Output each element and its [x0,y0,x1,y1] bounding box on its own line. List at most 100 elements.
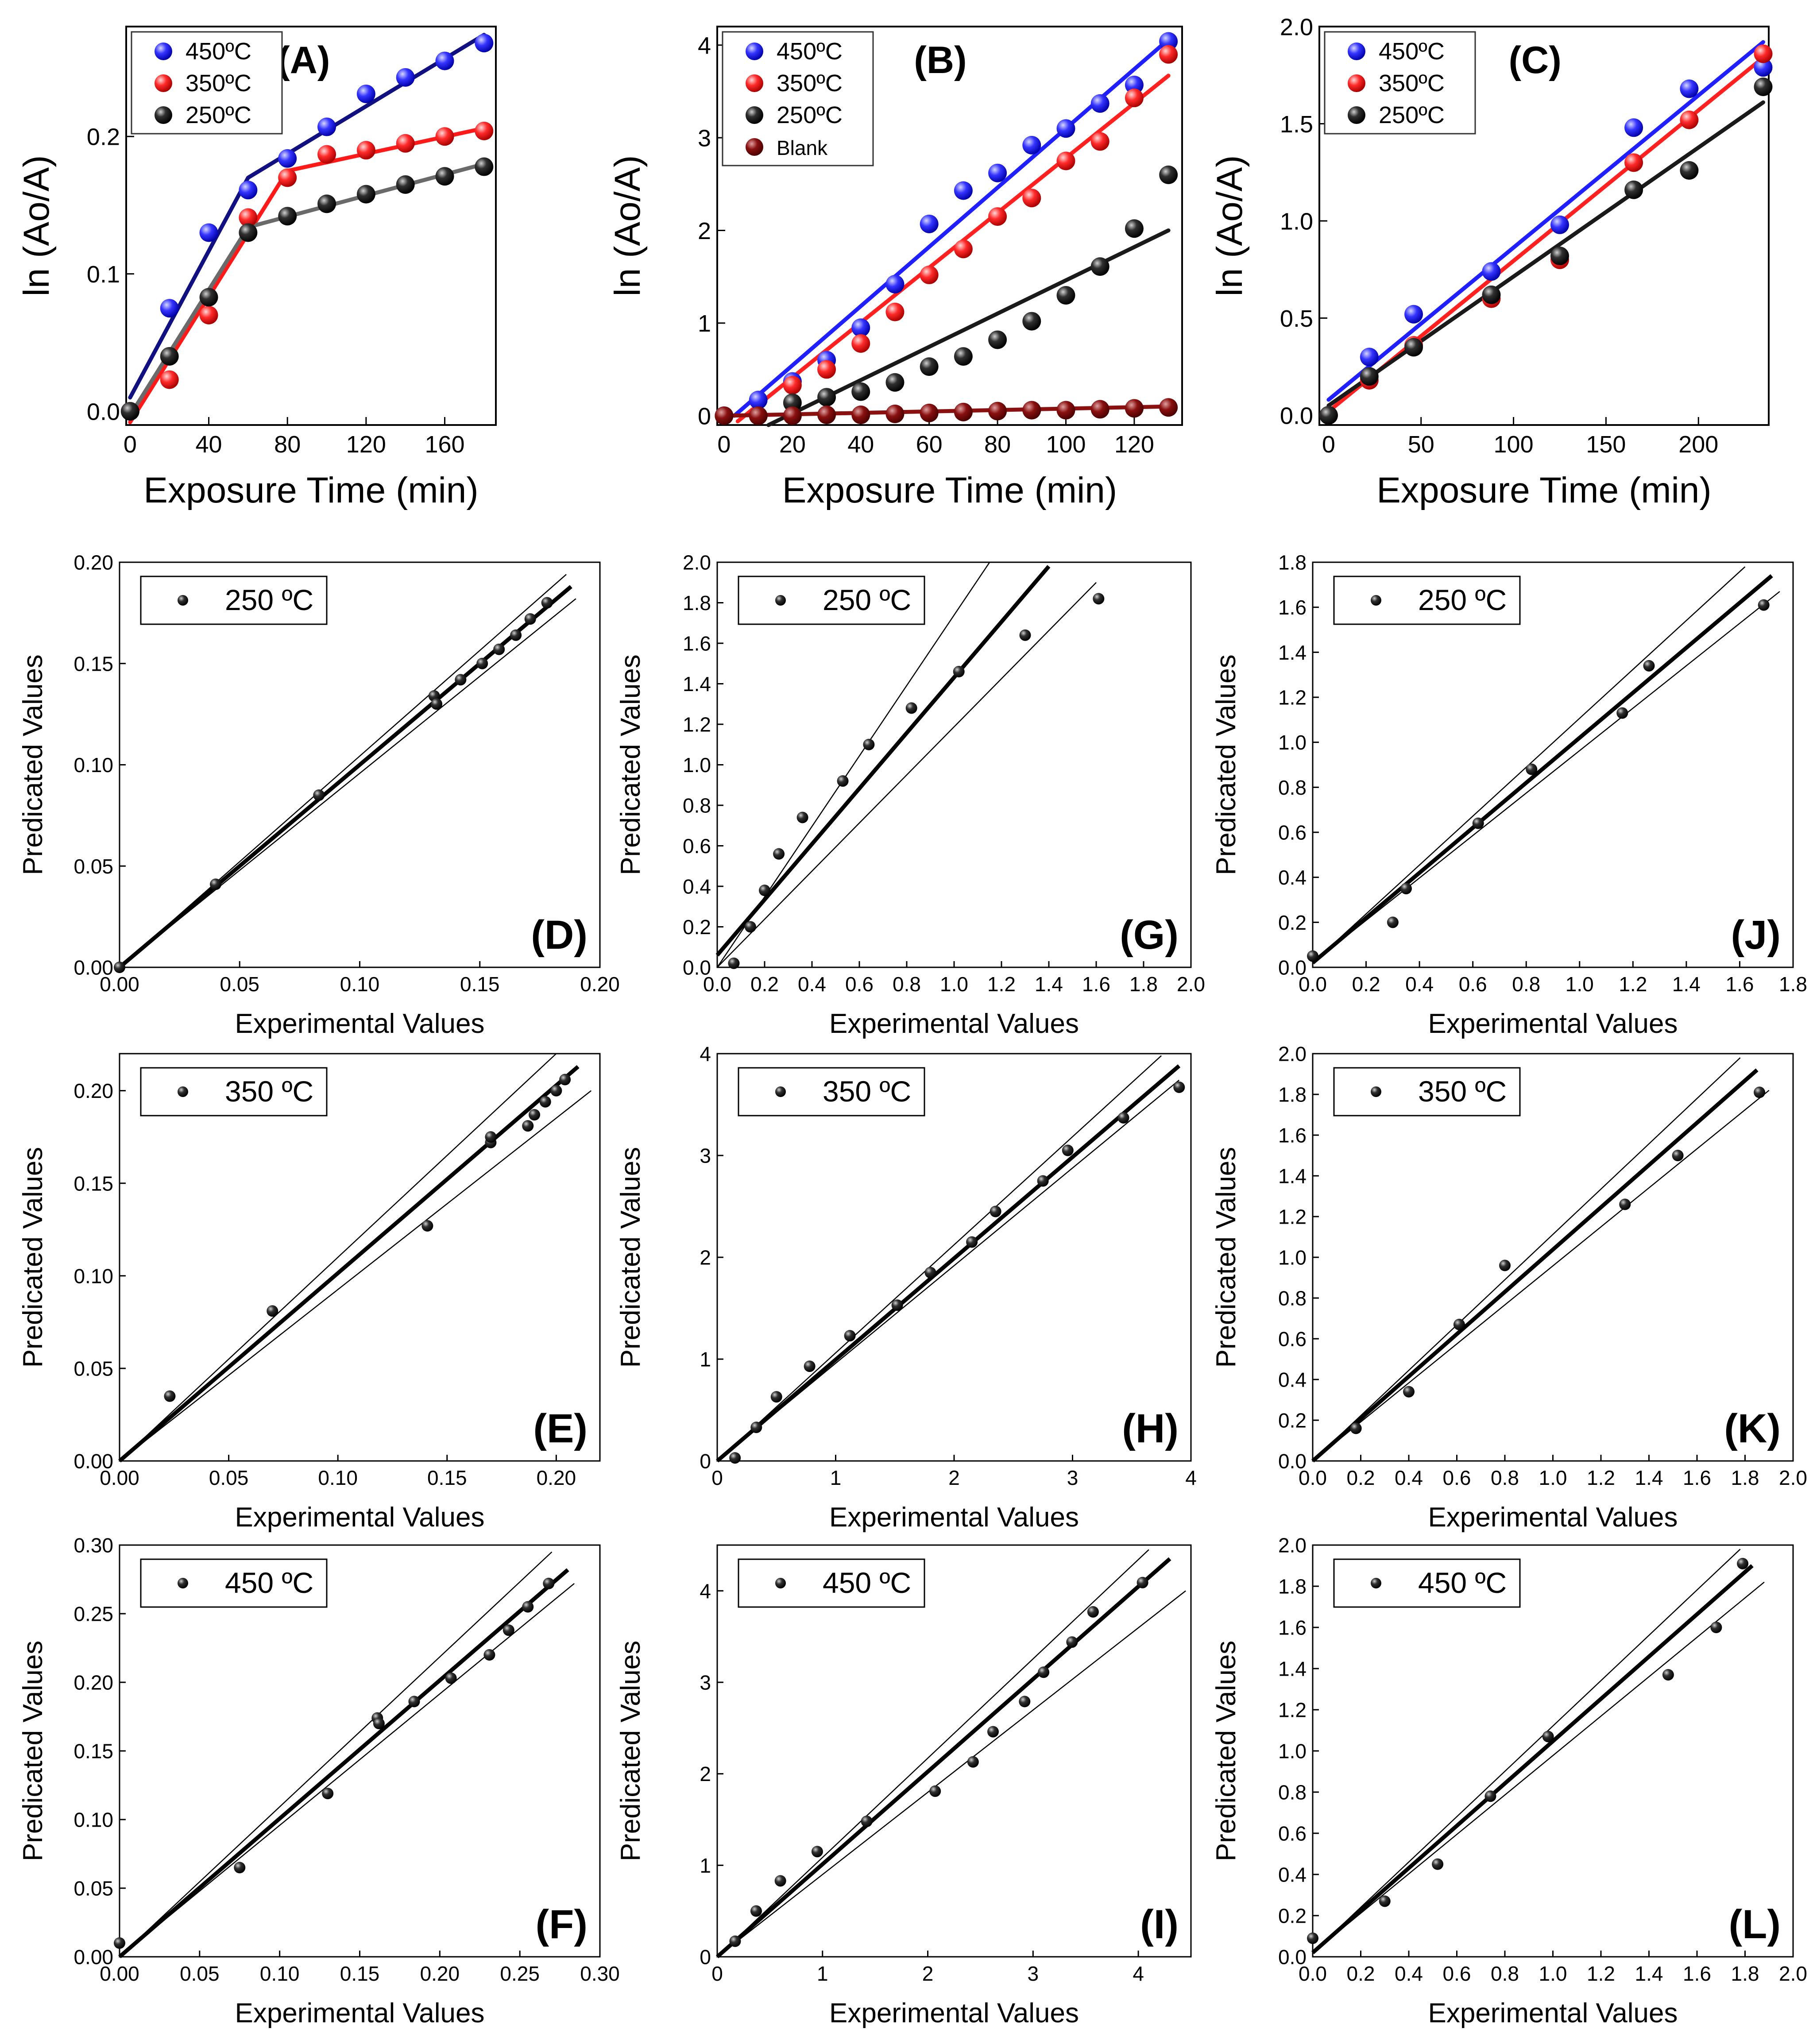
data-point-450c [1159,32,1178,51]
data-point [1379,1895,1391,1907]
y-tick-label: 0.8 [1278,1287,1307,1310]
data-point-350c [954,240,973,259]
data-point-450c [885,274,905,294]
y-tick-label: 1.0 [1280,208,1313,235]
data-point-blank [920,403,939,422]
data-point [1616,707,1628,719]
chart-panel-k: 0.0 0.2 0.4 0.6 0.8 1.0 1.2 1.4 1.6 1.8 2.0 0.0 0.2 0… [1211,1043,1807,1533]
data-point [543,1577,555,1589]
legend-marker [746,74,763,92]
data-point-450c [1550,215,1569,234]
confidence-bound-line [1312,591,1780,963]
x-tick-label: 1.6 [1725,973,1754,996]
x-tick-label: 120 [1114,431,1154,458]
data-point-250c [1404,338,1423,357]
data-point [1672,1150,1684,1161]
x-tick-label: 1 [830,1466,842,1489]
data-point-350c [783,376,802,394]
y-axis-label: ln (Ao/A) [16,155,57,297]
y-tick-label: 0.20 [73,1079,113,1102]
data-point-250c [239,223,258,242]
data-point-250c [920,357,939,376]
legend-label: 250 ºC [1418,583,1507,616]
data-point-250c [435,167,454,186]
legend-marker [1371,595,1381,606]
panel-label: (K) [1724,1406,1781,1451]
y-tick-label: 0.8 [1278,776,1307,799]
x-tick-label: 160 [425,431,464,458]
data-point [455,674,467,686]
x-tick-label: 40 [196,431,222,458]
y-tick-label: 0.5 [1280,305,1313,332]
panel-label: (E) [533,1406,588,1451]
data-point-250c [199,288,218,307]
y-tick-label: 0.4 [1278,866,1307,889]
x-tick-label: 0.0 [1299,1466,1327,1489]
y-axis-label: Predicated Values [615,1147,646,1368]
data-point-350c [1022,189,1041,208]
panel-label: (A) [277,39,330,81]
data-point [1307,1932,1318,1944]
data-point-250c [1022,312,1041,331]
legend-marker [746,43,763,60]
y-tick-label: 0.2 [1278,911,1307,934]
x-tick-label: 0.2 [1347,1466,1375,1489]
data-point [522,1120,534,1132]
x-axis-label: Experimental Values [1428,1998,1678,2029]
y-tick-label: 1.4 [683,672,711,696]
data-point [1037,1175,1049,1187]
x-tick-label: 0.2 [1352,973,1380,996]
y-tick-label: 3 [700,1671,711,1694]
legend-label: 450 ºC [225,1566,313,1599]
x-tick-label: 20 [779,431,806,458]
fit-line-450c [1326,40,1765,402]
y-tick-label: 1.2 [1278,686,1307,709]
data-point [408,1696,420,1708]
data-point-250c [1159,165,1178,184]
y-tick-label: 0.05 [73,1357,113,1380]
y-tick-label: 1.0 [1278,1246,1307,1269]
chart-panel-g: 0.0 0.2 0.4 0.6 0.8 1.0 1.2 1.4 1.6 1.8 2.0 0.0 0.2 0… [615,551,1205,1039]
x-tick-label: 1.4 [1035,973,1063,996]
legend-marker [775,595,786,606]
confidence-bound-line [1312,1090,1770,1461]
y-tick-label: 0.20 [73,551,113,574]
x-axis-label: Experimental Values [1428,1008,1678,1039]
data-point [421,1220,433,1232]
data-point-350c [278,168,297,187]
y-tick-label: 0.4 [683,875,711,898]
data-point-blank [1159,398,1178,417]
data-point [1484,1790,1496,1802]
legend-label: 450ºC [186,38,251,65]
chart-panel-h: 0 1 2 3 4 0 1 2 3 4 Experimental Values Predicated … [615,1043,1197,1533]
x-tick-label: 0.20 [420,1962,460,1985]
data-point [929,1785,941,1797]
confidence-bound-line [717,1590,1186,1957]
x-tick-label: 0.15 [460,973,500,996]
data-point [863,738,875,750]
regression-fit-line [1311,1564,1754,1955]
y-tick-label: 2 [700,1762,711,1785]
y-tick-label: 0.4 [1278,1368,1307,1391]
plot-frame [1312,561,1794,968]
data-point [837,775,849,787]
y-tick-label: 1.4 [1278,1658,1307,1681]
data-point-blank [988,402,1007,421]
data-point-blank [783,406,802,425]
legend-label: 450 ºC [823,1566,911,1599]
data-point [1619,1198,1631,1210]
x-tick-label: 1.2 [1619,973,1647,996]
x-tick-label: 0.8 [893,973,921,996]
data-point [1526,763,1538,775]
y-axis-label: ln (Ao/A) [607,155,648,297]
x-tick-label: 0.00 [100,1962,139,1985]
y-tick-label: 1.2 [1278,1699,1307,1722]
data-point-450c [920,214,939,233]
y-tick-label: 0.1 [87,261,120,288]
y-tick-label: 0.2 [1278,1905,1307,1928]
x-tick-label: 1.4 [1635,1962,1663,1985]
y-tick-label: 0 [698,403,711,430]
data-point [924,1267,936,1279]
y-tick-label: 3 [698,125,711,152]
y-axis-label: Predicated Values [1211,654,1241,875]
